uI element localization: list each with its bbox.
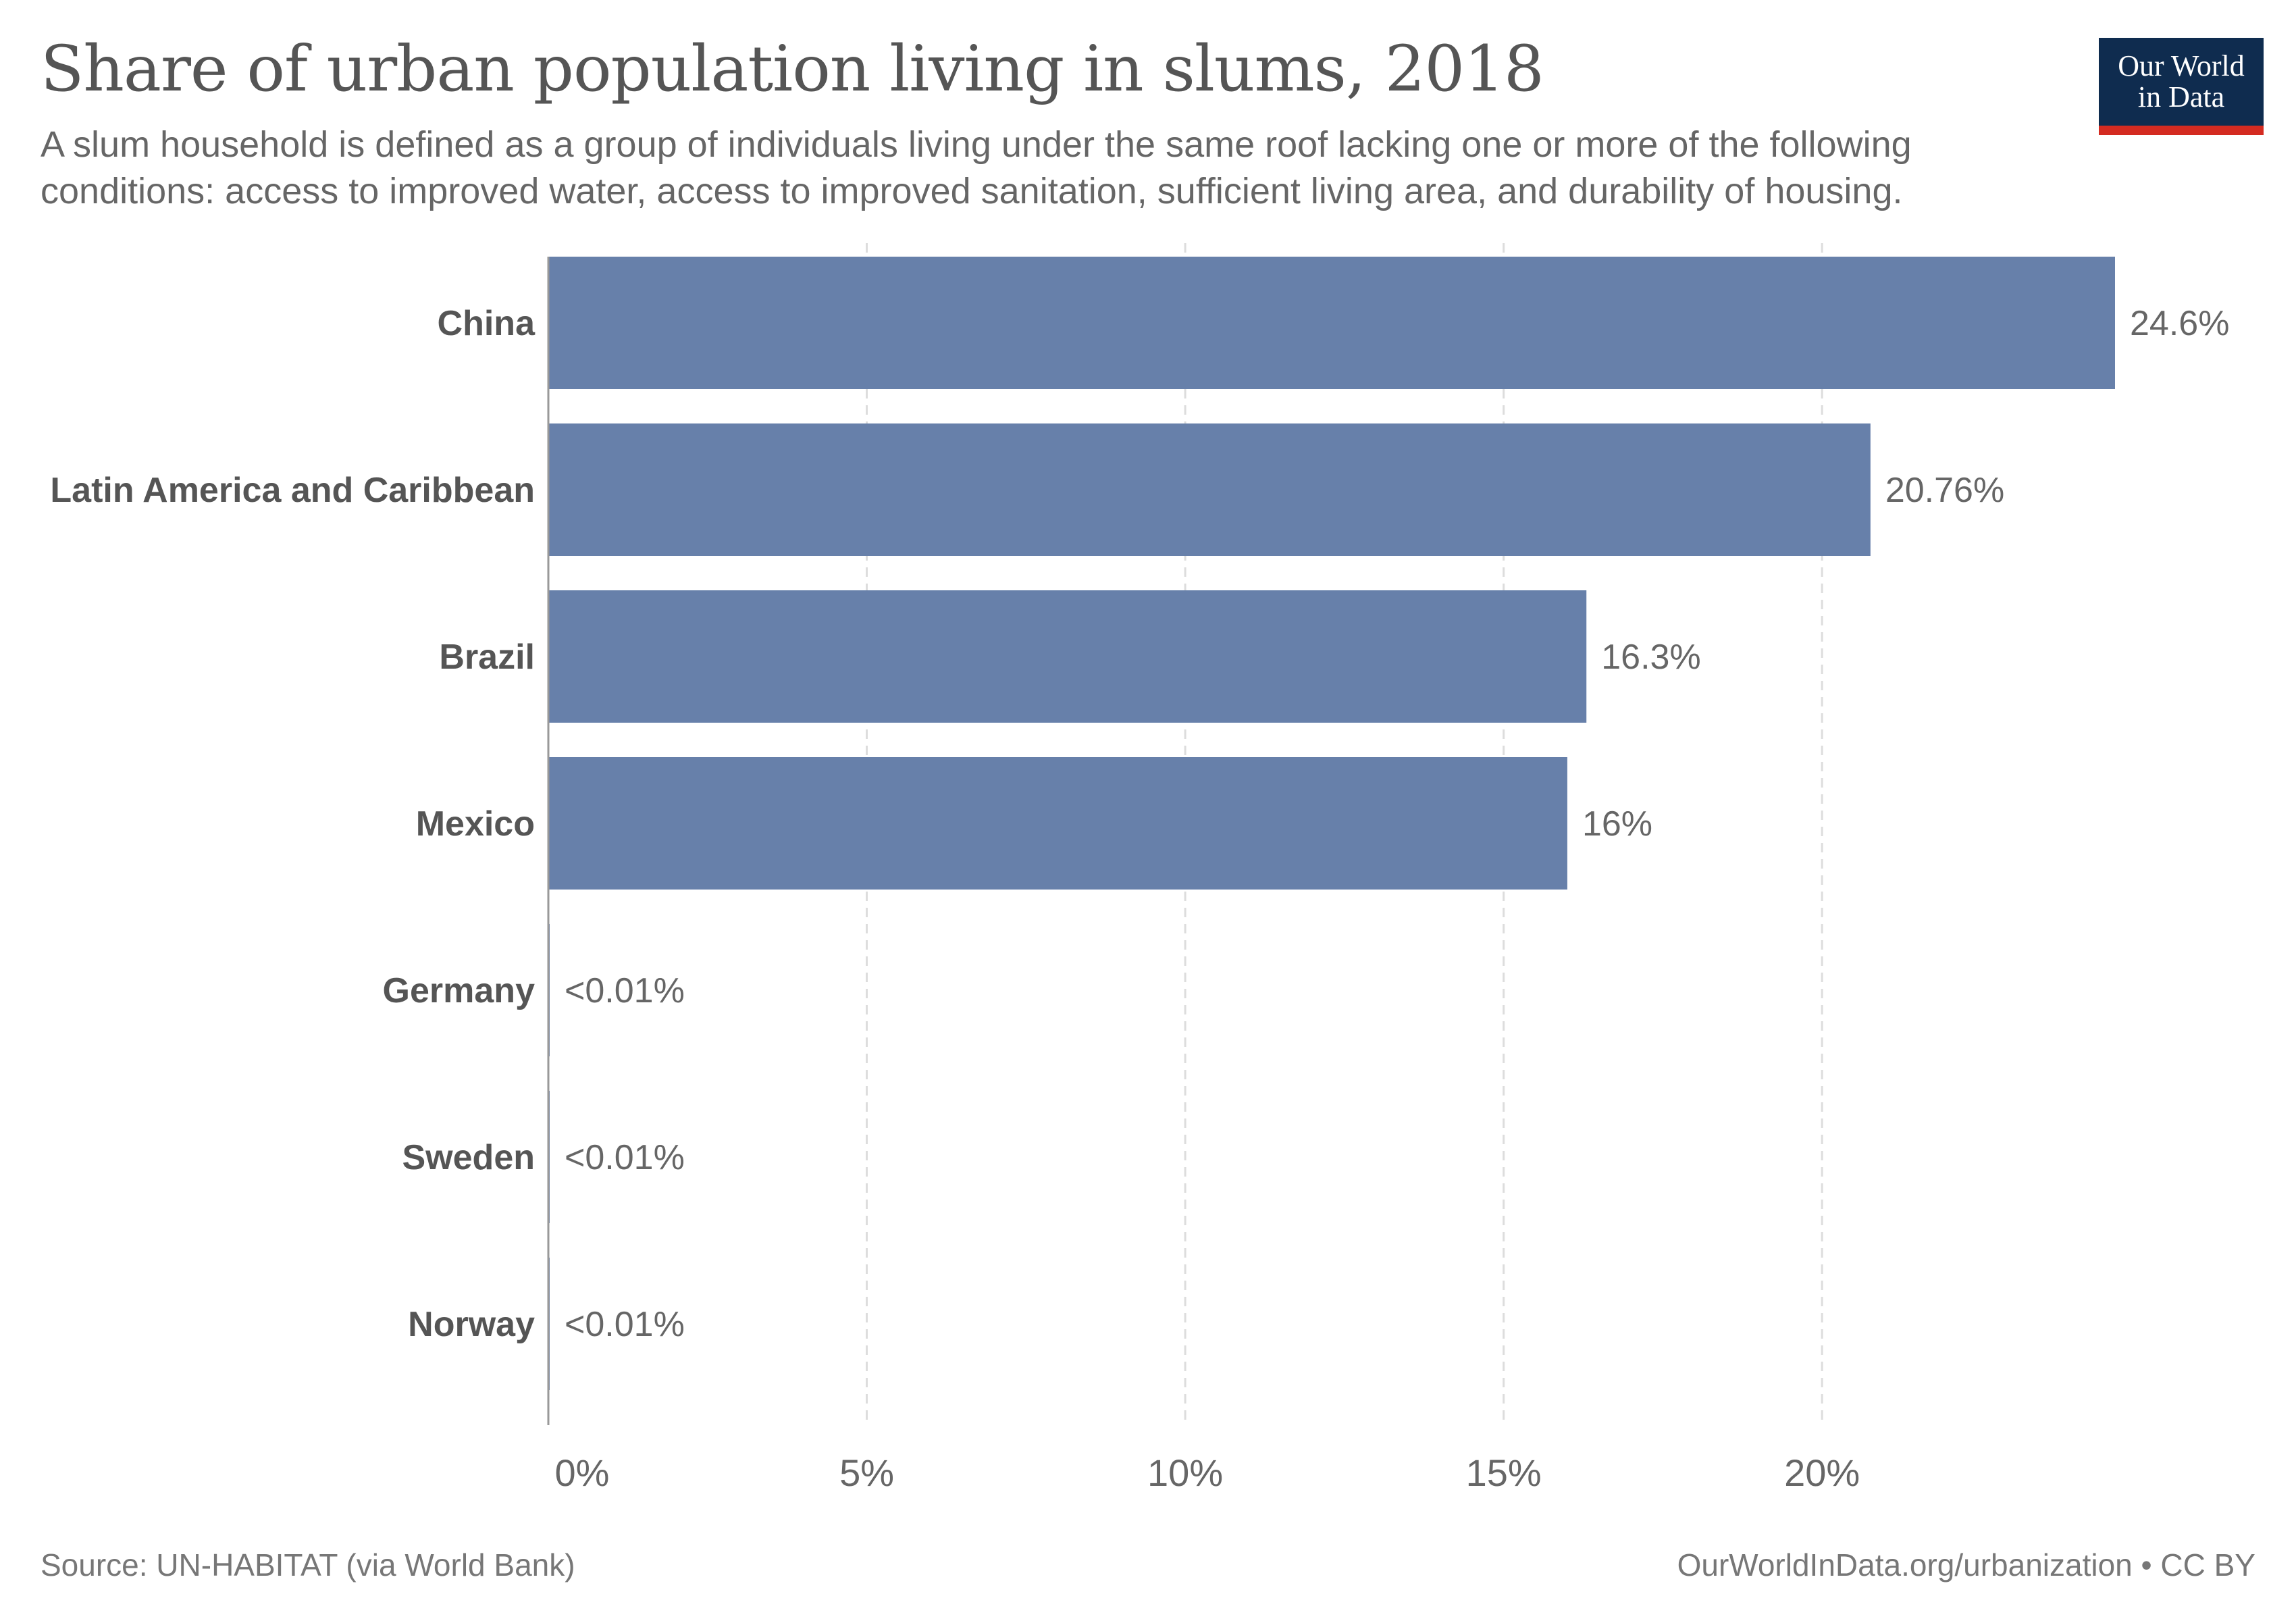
chart-title: Share of urban population living in slum… <box>41 32 1544 106</box>
bar-chart: 0% 5% 10% 15% 20% China 24.6% Latin America and… <box>50 243 2229 1494</box>
source-note: Source: UN-HABITAT (via World Bank) <box>41 1547 575 1583</box>
data-label: <0.01% <box>565 1305 685 1344</box>
data-label: <0.01% <box>565 1138 685 1177</box>
owid-logo[interactable]: Our World in Data <box>2099 38 2264 135</box>
bar <box>548 757 1567 890</box>
chart-subtitle: A slum household is defined as a group o… <box>41 124 1912 211</box>
data-label: 24.6% <box>2130 304 2229 343</box>
data-label: <0.01% <box>565 971 685 1010</box>
category-label: Sweden <box>402 1138 536 1177</box>
bar <box>548 257 2115 389</box>
category-label: Norway <box>408 1305 535 1344</box>
category-label: Mexico <box>416 804 535 844</box>
x-tick-label: 10% <box>1147 1451 1223 1494</box>
category-label: China <box>438 304 536 343</box>
data-label: 16% <box>1582 804 1652 844</box>
source-url-link[interactable]: OurWorldInData.org/urbanization • CC BY <box>1677 1547 2255 1583</box>
x-tick-label: 0% <box>555 1451 610 1494</box>
data-label: 16.3% <box>1601 638 1700 677</box>
category-label: Latin America and Caribbean <box>50 471 535 510</box>
bar <box>548 590 1587 723</box>
category-label: Germany <box>383 971 536 1010</box>
data-label: 20.76% <box>1885 471 2004 510</box>
x-tick-label: 5% <box>839 1451 894 1494</box>
bar <box>548 423 1871 556</box>
x-tick-label: 20% <box>1784 1451 1860 1494</box>
x-tick-label: 15% <box>1466 1451 1542 1494</box>
logo-line-1: Our World <box>2118 49 2245 82</box>
category-label: Brazil <box>439 638 535 677</box>
logo-line-2: in Data <box>2137 80 2225 113</box>
